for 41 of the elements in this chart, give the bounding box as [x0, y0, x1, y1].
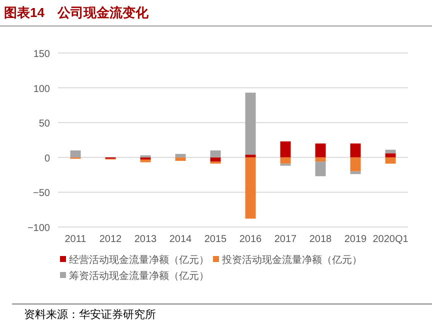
bar: [315, 157, 326, 162]
bar: [140, 159, 151, 162]
bar: [175, 157, 186, 161]
x-tick-label: 2011: [64, 234, 87, 245]
y-tick-label: 150: [33, 49, 50, 60]
x-tick-label: 2019: [344, 234, 368, 245]
bar: [315, 162, 326, 176]
bar: [350, 171, 361, 174]
y-tick-label: −50: [33, 188, 50, 200]
y-tick-label: 50: [38, 118, 50, 130]
bar: [280, 157, 291, 164]
legend-label: 筹资活动现金流量净额（亿元）: [69, 270, 209, 282]
bar: [315, 143, 326, 158]
x-tick-label: 2020Q1: [372, 234, 409, 245]
x-tick-label: 2016: [239, 234, 262, 245]
x-tick-label: 2018: [309, 234, 332, 245]
legend-label: 经营活动现金流量净额（亿元）: [69, 254, 209, 266]
bar: [210, 157, 221, 162]
x-tick-label: 2017: [274, 234, 298, 245]
bar: [350, 157, 361, 172]
bar: [385, 157, 396, 164]
bar: [350, 143, 361, 158]
bar: [245, 92, 256, 155]
bar: [210, 150, 221, 158]
bar: [175, 154, 186, 158]
bar: [245, 154, 256, 158]
chart-title: 图表14 公司现金流变化: [4, 5, 150, 20]
bar: [280, 141, 291, 158]
bar: [70, 150, 81, 158]
y-tick-label: 100: [33, 84, 50, 95]
bar: [245, 157, 256, 219]
bar: [385, 150, 396, 154]
x-tick-label: 2012: [99, 234, 122, 245]
text: 资料来源：华安证券研究所: [24, 308, 156, 321]
y-tick-label: −100: [27, 223, 50, 234]
bar: [385, 153, 396, 158]
y-tick-label: 0: [44, 153, 50, 164]
x-tick-label: 2013: [134, 234, 158, 245]
legend-label: 投资活动现金流量净额（亿元）: [221, 254, 362, 266]
x-tick-label: 2014: [169, 234, 192, 245]
x-tick-label: 2015: [204, 234, 228, 245]
